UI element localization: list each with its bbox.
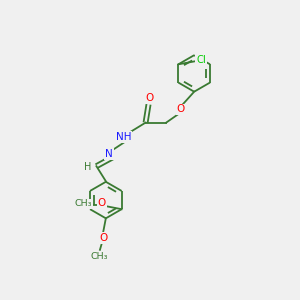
Text: O: O [177, 104, 185, 114]
Text: O: O [146, 93, 154, 103]
Text: Cl: Cl [196, 55, 206, 65]
Text: O: O [99, 233, 108, 243]
Text: NH: NH [116, 132, 131, 142]
Text: CH₃: CH₃ [90, 252, 108, 261]
Text: CH₃: CH₃ [75, 200, 92, 208]
Text: O: O [98, 198, 106, 208]
Text: H: H [85, 162, 92, 172]
Text: N: N [105, 149, 113, 159]
